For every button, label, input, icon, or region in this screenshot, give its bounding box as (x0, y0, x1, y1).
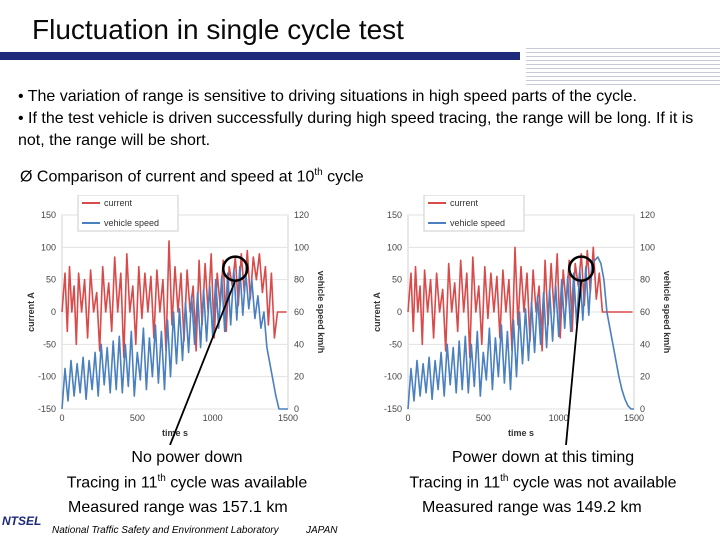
slide-title: Fluctuation in single cycle test (32, 14, 404, 45)
y2-tick-label: 100 (640, 242, 655, 252)
right-caption-line2-prefix: Tracing in 11 (409, 474, 501, 492)
comparison-sup: th (314, 167, 323, 178)
y2-tick-label: 60 (294, 307, 304, 317)
x-tick-label: 500 (476, 413, 491, 423)
left-caption-line2-sup: th (157, 473, 166, 484)
x-tick-label: 0 (405, 413, 410, 423)
right-caption-line2: Tracing in 11th cycle was not available (378, 468, 708, 493)
x-axis-label: time s (508, 428, 534, 438)
y2-tick-label: 60 (640, 307, 650, 317)
right-caption-line1: Power down at this timing (451, 449, 635, 466)
comparison-prefix: Ø Comparison of current and speed at 10 (20, 168, 315, 186)
y-axis-label: current A (26, 292, 36, 332)
x-tick-label: 1000 (549, 413, 569, 423)
legend-label: vehicle speed (450, 218, 505, 228)
right-caption: Power down at this timing Tracing in 11t… (378, 447, 708, 493)
y2-tick-label: 120 (640, 210, 655, 220)
header-hatch-decoration (526, 48, 720, 88)
bullet-1: • The variation of range is sensitive to… (18, 88, 637, 105)
y-tick-label: 150 (41, 210, 56, 220)
y2-tick-label: 20 (640, 372, 650, 382)
y-tick-label: -150 (38, 404, 56, 414)
bullet-list: • The variation of range is sensitive to… (18, 86, 718, 152)
x-tick-label: 1000 (203, 413, 223, 423)
legend-label: vehicle speed (104, 218, 159, 228)
right-caption-line2-sup: th (500, 473, 509, 484)
right-caption-line2-suffix: cycle was not available (508, 474, 677, 492)
left-caption-line2-prefix: Tracing in 11 (66, 474, 158, 492)
annotation-pointer-line (169, 280, 237, 445)
footer-organization: National Traffic Safety and Environment … (52, 525, 279, 536)
y2-tick-label: 40 (294, 339, 304, 349)
legend-box (77, 195, 179, 232)
right-range-text: Measured range was 149.2 km (422, 499, 642, 516)
legend-box (423, 195, 525, 232)
title-underline-bar (0, 52, 520, 60)
x-tick-label: 500 (130, 413, 145, 423)
y-tick-label: -50 (43, 339, 56, 349)
y2-tick-label: 20 (294, 372, 304, 382)
y-tick-label: 100 (387, 242, 402, 252)
y-tick-label: -50 (389, 339, 402, 349)
left-caption-line2: Tracing in 11th cycle was available (22, 468, 352, 493)
series-vehicle-speed-line (61, 265, 288, 410)
y-axis-label: current A (372, 292, 382, 332)
legend-label: current (450, 198, 479, 208)
comparison-heading: Ø Comparison of current and speed at 10t… (20, 167, 364, 186)
y2-axis-label: vehicle speed km/h (316, 271, 326, 354)
y-tick-label: -150 (384, 404, 402, 414)
left-caption: No power down Tracing in 11th cycle was … (22, 447, 352, 493)
series-vehicle-speed-line (407, 256, 634, 410)
y-tick-label: -100 (38, 372, 56, 382)
ntsel-logo: NTSEL (2, 514, 42, 528)
footer-country: JAPAN (306, 525, 338, 536)
legend-label: current (104, 198, 133, 208)
y-tick-label: 100 (41, 242, 56, 252)
y2-tick-label: 0 (294, 404, 299, 414)
x-tick-label: 1500 (278, 413, 298, 423)
x-tick-label: 0 (59, 413, 64, 423)
bullet-2: • If the test vehicle is driven successf… (18, 110, 694, 149)
x-tick-label: 1500 (624, 413, 644, 423)
left-caption-line1: No power down (131, 449, 243, 466)
y-tick-label: -100 (384, 372, 402, 382)
y-tick-label: 0 (397, 307, 402, 317)
annotation-pointer-line (565, 280, 583, 445)
y-tick-label: 150 (387, 210, 402, 220)
y-tick-label: 0 (51, 307, 56, 317)
y-tick-label: 50 (392, 275, 402, 285)
left-caption-line2-suffix: cycle was available (165, 474, 308, 492)
y2-tick-label: 100 (294, 242, 309, 252)
y2-tick-label: 0 (640, 404, 645, 414)
y-tick-label: 50 (46, 275, 56, 285)
comparison-suffix: cycle (322, 168, 364, 186)
y2-tick-label: 40 (640, 339, 650, 349)
y2-tick-label: 120 (294, 210, 309, 220)
y2-tick-label: 80 (294, 275, 304, 285)
chart-background (366, 195, 676, 445)
y2-axis-label: vehicle speed km/h (662, 271, 672, 354)
title-underline (0, 52, 720, 60)
left-range-text: Measured range was 157.1 km (68, 499, 288, 516)
series-current-line (407, 246, 633, 359)
y2-tick-label: 80 (640, 275, 650, 285)
